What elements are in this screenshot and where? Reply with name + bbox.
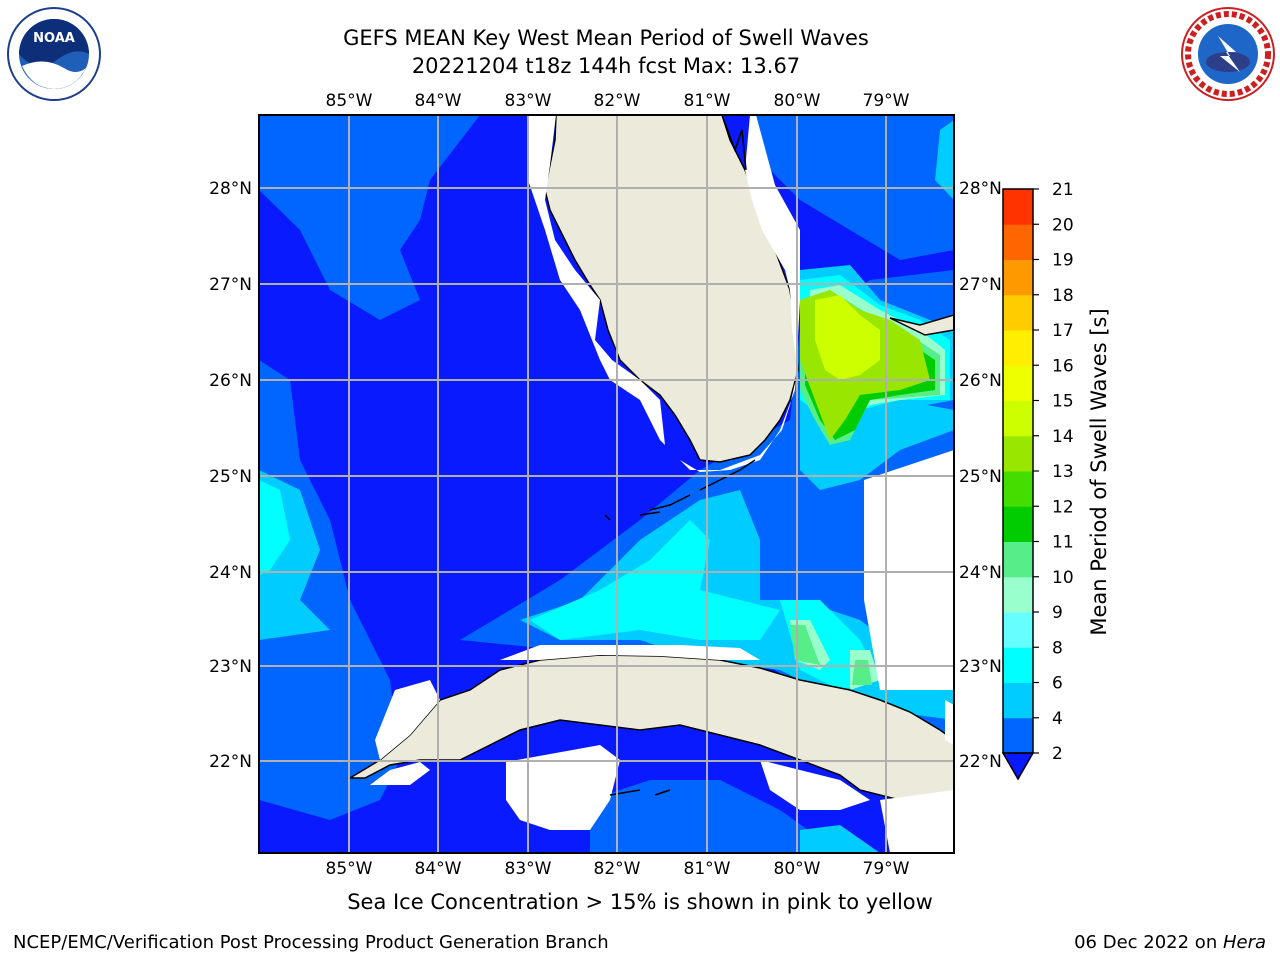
lon-label-top: 81°W: [684, 91, 731, 111]
lon-label-top: 79°W: [863, 91, 910, 111]
footer-date: 06 Dec 2022 on Hera: [1074, 932, 1266, 953]
colorbar-segment: [1003, 259, 1033, 296]
lon-label-top: 84°W: [415, 91, 462, 111]
colorbar-tick-label: 19: [1052, 251, 1074, 271]
nws-logo: [1181, 7, 1275, 101]
lat-label-right: 24°N: [959, 563, 1002, 583]
colorbar-tick-label: 21: [1052, 180, 1074, 200]
lon-label-bottom: 82°W: [594, 859, 641, 879]
coastlines: [604, 115, 756, 796]
colorbar-tick-label: 13: [1052, 462, 1074, 482]
lat-label-right: 25°N: [959, 467, 1002, 487]
colorbar-tick-label: 10: [1052, 568, 1074, 588]
footer-credit: NCEP/EMC/Verification Post Processing Pr…: [13, 932, 609, 953]
lat-label-left: 25°N: [209, 467, 252, 487]
lat-label-left: 23°N: [209, 657, 252, 677]
colorbar-segment: [1003, 294, 1033, 331]
colorbar: 2 4 6 8 9 10 11 12 13 14 15 16 17 18 19 20 21: [1001, 180, 1074, 781]
colorbar-tick-label: 20: [1052, 215, 1074, 235]
colorbar-tick-label: 15: [1052, 392, 1074, 412]
colorbar-segment: [1003, 471, 1033, 507]
lat-label-left: 27°N: [209, 275, 252, 295]
lat-label-left: 26°N: [209, 371, 252, 391]
lat-label-left: 22°N: [209, 752, 252, 772]
colorbar-segment: [1003, 224, 1033, 260]
colorbar-title: Mean Period of Swell Waves [s]: [1087, 308, 1111, 635]
colorbar-tick-label: 16: [1052, 356, 1074, 376]
colorbar-segment: [1003, 682, 1033, 719]
colorbar-segment: [1003, 612, 1033, 648]
colorbar-tick-label: 8: [1052, 638, 1063, 658]
lat-label-right: 23°N: [959, 657, 1002, 677]
colorbar-segment: [1003, 506, 1033, 542]
lon-label-top: 83°W: [505, 91, 552, 111]
noaa-logo: NOAA: [7, 7, 101, 101]
lat-label-right: 26°N: [959, 371, 1002, 391]
colorbar-segment: [1003, 189, 1033, 225]
bahamas-land: [889, 314, 954, 336]
colorbar-tick-label: 17: [1052, 321, 1074, 341]
colorbar-tick-label: 18: [1052, 286, 1074, 306]
lon-label-top: 82°W: [594, 91, 641, 111]
colorbar-tick-label: 2: [1052, 744, 1063, 764]
colorbar-tick-label: 12: [1052, 497, 1074, 517]
lon-label-top: 85°W: [326, 91, 373, 111]
lat-label-left: 28°N: [209, 179, 252, 199]
colorbar-segment: [1003, 576, 1033, 613]
colorbar-segment: [1003, 330, 1033, 366]
footer-host: Hera: [1222, 932, 1266, 953]
colorbar-tick-label: 11: [1052, 533, 1074, 553]
sea-ice-note: Sea Ice Concentration > 15% is shown in …: [347, 890, 933, 914]
lon-label-bottom: 84°W: [415, 859, 462, 879]
lon-label-bottom: 83°W: [505, 859, 552, 879]
swell-contour-13-14: [815, 295, 880, 380]
colorbar-segment: [1003, 647, 1033, 683]
map-plot-area: [259, 115, 954, 853]
lon-label-top: 80°W: [774, 91, 821, 111]
lat-label-right: 22°N: [959, 752, 1002, 772]
chart-title: GEFS MEAN Key West Mean Period of Swell …: [343, 26, 869, 50]
colorbar-segment: [1003, 717, 1033, 754]
colorbar-extend-arrow: [1001, 752, 1035, 781]
lat-label-right: 28°N: [959, 179, 1002, 199]
colorbar-segment: [1003, 365, 1033, 401]
lon-label-bottom: 80°W: [774, 859, 821, 879]
colorbar-tick-label: 4: [1052, 709, 1063, 729]
lon-label-bottom: 79°W: [863, 859, 910, 879]
colorbar-segment: [1003, 541, 1033, 578]
lon-label-bottom: 85°W: [326, 859, 373, 879]
chart-subtitle: 20221204 t18z 144h fcst Max: 13.67: [411, 54, 801, 78]
colorbar-segment: [1003, 435, 1033, 472]
lon-label-bottom: 81°W: [684, 859, 731, 879]
footer-date-text: 06 Dec 2022 on: [1074, 932, 1223, 953]
colorbar-tick-label: 6: [1052, 674, 1063, 694]
map-frame: [258, 114, 955, 854]
colorbar-tick-label: 14: [1052, 427, 1074, 447]
no-data-mask: [370, 115, 954, 853]
svg-text:NOAA: NOAA: [33, 31, 75, 46]
graticule: [259, 115, 954, 853]
lat-label-right: 27°N: [959, 275, 1002, 295]
colorbar-tick-label: 9: [1052, 603, 1063, 623]
lat-label-left: 24°N: [209, 563, 252, 583]
colorbar-segment: [1003, 400, 1033, 437]
